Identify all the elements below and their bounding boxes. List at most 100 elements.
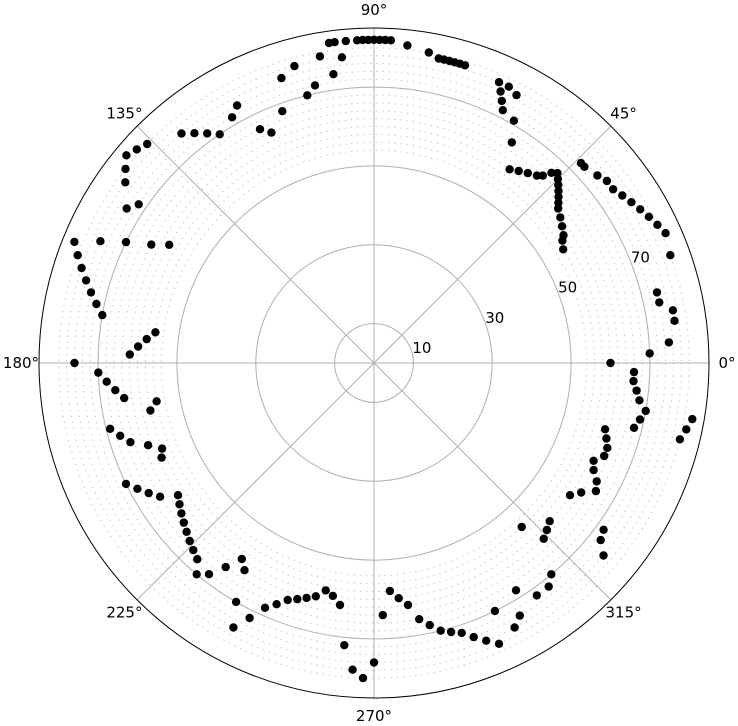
data-point bbox=[554, 192, 563, 202]
data-point bbox=[661, 229, 670, 238]
data-point bbox=[94, 368, 103, 377]
data-point bbox=[267, 128, 276, 137]
data-point bbox=[277, 73, 286, 83]
data-point bbox=[482, 636, 491, 645]
data-point bbox=[278, 107, 287, 116]
data-point bbox=[558, 236, 567, 245]
data-point bbox=[644, 212, 654, 221]
data-point bbox=[144, 488, 153, 498]
data-point bbox=[348, 665, 357, 674]
data-point bbox=[635, 396, 644, 405]
data-point bbox=[627, 198, 636, 207]
data-point bbox=[126, 438, 135, 447]
data-point bbox=[385, 586, 395, 596]
data-point bbox=[608, 185, 618, 194]
data-point bbox=[232, 101, 242, 110]
data-point bbox=[559, 245, 568, 254]
data-point bbox=[290, 61, 299, 71]
data-point bbox=[425, 620, 434, 630]
radial-tick-labels: 10 30 50 70 bbox=[412, 248, 650, 357]
data-point bbox=[591, 486, 601, 496]
data-point bbox=[589, 456, 598, 465]
data-point bbox=[553, 168, 562, 178]
data-point bbox=[653, 220, 662, 229]
data-point bbox=[641, 406, 650, 416]
data-point bbox=[92, 299, 101, 309]
data-point bbox=[523, 168, 532, 178]
data-point bbox=[175, 500, 184, 509]
data-point bbox=[358, 673, 368, 683]
data-point bbox=[151, 328, 160, 337]
angle-tick-label-90: 90° bbox=[361, 1, 388, 19]
data-point bbox=[565, 491, 575, 500]
data-point bbox=[655, 298, 664, 307]
data-point bbox=[328, 591, 338, 601]
data-point bbox=[86, 288, 96, 297]
data-point bbox=[554, 204, 563, 213]
data-point bbox=[204, 570, 214, 579]
angle-tick-label-315: 315° bbox=[606, 604, 642, 622]
data-point bbox=[182, 527, 191, 536]
data-point bbox=[538, 171, 547, 180]
data-point bbox=[155, 492, 165, 501]
angle-tick-label-180: 180° bbox=[3, 354, 39, 372]
data-point bbox=[324, 38, 334, 48]
data-point bbox=[645, 349, 654, 358]
angle-gridline-225 bbox=[136, 362, 375, 601]
data-point bbox=[580, 162, 589, 171]
data-point bbox=[603, 443, 612, 453]
angle-gridline-45 bbox=[373, 125, 612, 364]
data-point bbox=[509, 116, 519, 125]
data-point bbox=[532, 591, 541, 600]
data-point bbox=[177, 129, 186, 138]
data-point bbox=[143, 441, 153, 450]
data-point bbox=[514, 166, 523, 176]
data-point bbox=[283, 595, 292, 605]
data-point bbox=[122, 204, 131, 213]
data-point bbox=[337, 53, 347, 62]
data-point bbox=[203, 129, 212, 138]
angle-tick-label-135: 135° bbox=[106, 104, 142, 122]
data-point bbox=[589, 465, 598, 475]
data-point bbox=[310, 81, 320, 90]
data-point bbox=[157, 453, 166, 462]
angle-tick-label-270: 270° bbox=[356, 707, 392, 725]
data-point bbox=[70, 358, 79, 368]
data-point bbox=[335, 600, 345, 610]
data-point bbox=[378, 610, 387, 620]
data-point bbox=[147, 240, 156, 249]
angle-tick-label-225: 225° bbox=[106, 604, 142, 622]
data-point bbox=[121, 237, 131, 247]
angle-tick-label-0: 0° bbox=[718, 354, 735, 372]
data-point bbox=[494, 78, 504, 87]
data-point bbox=[403, 600, 413, 610]
data-point bbox=[635, 415, 645, 424]
data-point bbox=[105, 424, 115, 433]
data-point bbox=[599, 525, 608, 534]
data-point bbox=[446, 627, 456, 637]
data-point bbox=[120, 393, 129, 403]
data-point bbox=[666, 251, 675, 260]
data-point bbox=[329, 70, 338, 79]
data-point bbox=[293, 594, 302, 604]
data-point bbox=[96, 237, 105, 246]
data-point bbox=[547, 168, 556, 177]
angle-tick-labels: 0° 45° 90° 135° 180° 225° 270° 315° bbox=[3, 1, 736, 725]
data-point bbox=[457, 628, 466, 638]
data-point bbox=[592, 477, 601, 486]
radial-tick-label-30: 30 bbox=[485, 309, 504, 327]
data-point bbox=[556, 213, 565, 222]
data-point bbox=[190, 129, 199, 138]
data-point bbox=[593, 171, 602, 180]
data-point bbox=[494, 639, 504, 648]
data-point bbox=[73, 251, 82, 260]
data-point bbox=[260, 603, 270, 612]
data-point bbox=[600, 451, 609, 461]
data-point bbox=[98, 310, 107, 320]
data-point bbox=[664, 338, 674, 347]
radial-tick-label-70: 70 bbox=[631, 248, 650, 266]
data-point bbox=[498, 106, 507, 115]
data-point bbox=[121, 164, 130, 174]
data-point bbox=[682, 425, 691, 434]
